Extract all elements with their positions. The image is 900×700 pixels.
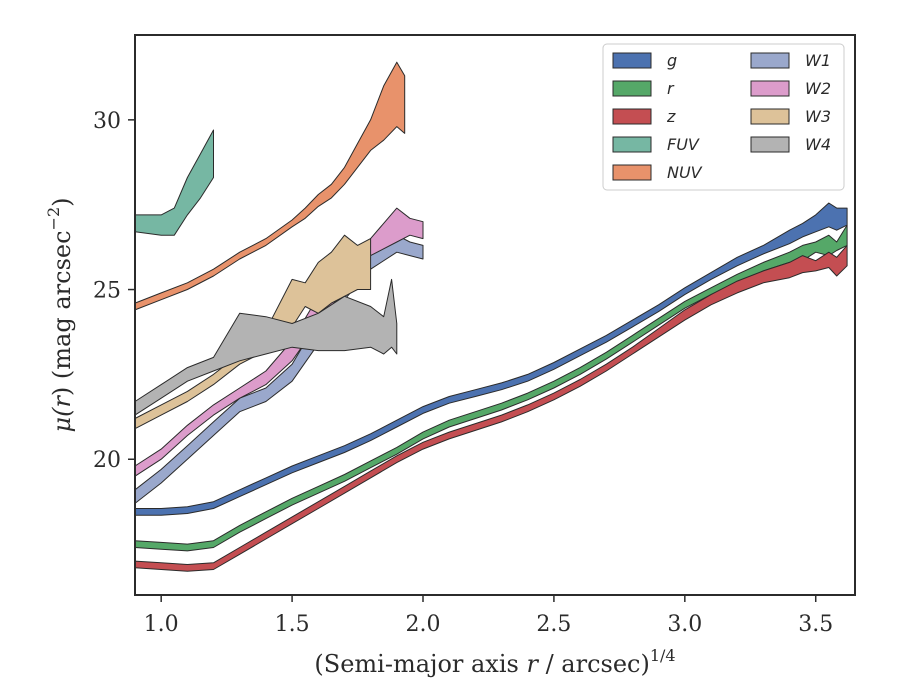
legend-swatch-w1: [750, 52, 790, 69]
x-tick-label: 3.0: [667, 612, 702, 637]
x-tick-label: 1.5: [275, 612, 310, 637]
x-axis-label-rest: / arcsec): [538, 650, 650, 678]
plot-frame: [134, 34, 856, 596]
band-r: [134, 224, 848, 552]
band-g: [134, 202, 848, 516]
x-axis-label-var: r: [526, 650, 539, 678]
legend-swatch-fuv: [612, 136, 652, 153]
x-tick-label: 2.0: [406, 612, 441, 637]
y-axis-label-var: r: [48, 395, 76, 408]
legend-swatch-nuv: [612, 164, 652, 181]
y-axis-label: μ(r) (mag arcsec−2): [44, 197, 76, 432]
legend-label-z: z: [666, 107, 676, 126]
legend-label-nuv: NUV: [667, 163, 703, 182]
x-tick-label: 2.5: [536, 612, 571, 637]
legend-label-w1: W1: [805, 51, 831, 70]
legend-swatch-z: [612, 108, 652, 125]
x-axis-label-sup: 1/4: [650, 646, 676, 665]
x-ticks: 1.0 1.5 2.0 2.5 3.0 3.5: [144, 595, 833, 637]
y-tick-label: 20: [93, 448, 121, 473]
legend-label-w2: W2: [805, 79, 831, 98]
legend-swatch-w3: [750, 108, 790, 125]
band-w4: [134, 278, 398, 416]
legend-label-w4: W4: [805, 135, 831, 154]
legend-items: grz FUV NUV W1 W2 W3 W4: [612, 51, 831, 182]
legend-label-fuv: FUV: [667, 135, 700, 154]
y-tick-label: 30: [93, 109, 121, 134]
x-axis-label: (Semi-major axis r / arcsec)1/4: [314, 646, 675, 678]
legend-label-w3: W3: [805, 107, 831, 126]
legend-swatch-w2: [750, 80, 790, 97]
y-tick-label: 25: [93, 279, 121, 304]
band-fuv: [134, 129, 214, 236]
y-axis-label-post: ): [48, 197, 76, 206]
x-tick-label: 3.5: [798, 612, 833, 637]
y-axis-label-pre: μ(: [48, 407, 76, 433]
legend: grz FUV NUV W1 W2 W3 W4: [602, 43, 845, 191]
legend-label-g: g: [667, 51, 677, 70]
band-nuv: [134, 61, 406, 311]
y-ticks: 20 25 30: [93, 109, 135, 473]
band-z: [134, 244, 848, 572]
bands-layer: [134, 61, 848, 572]
x-axis-label-main: (Semi-major axis: [314, 650, 526, 678]
legend-label-r: r: [667, 79, 675, 98]
y-axis-label-sup: −2: [44, 207, 63, 231]
band-w1: [134, 234, 424, 504]
legend-swatch-w4: [750, 136, 790, 153]
y-axis-label-mid: ) (mag arcsec: [48, 230, 76, 396]
legend-swatch-r: [612, 80, 652, 97]
legend-swatch-g: [612, 52, 652, 69]
x-tick-label: 1.0: [144, 612, 179, 637]
